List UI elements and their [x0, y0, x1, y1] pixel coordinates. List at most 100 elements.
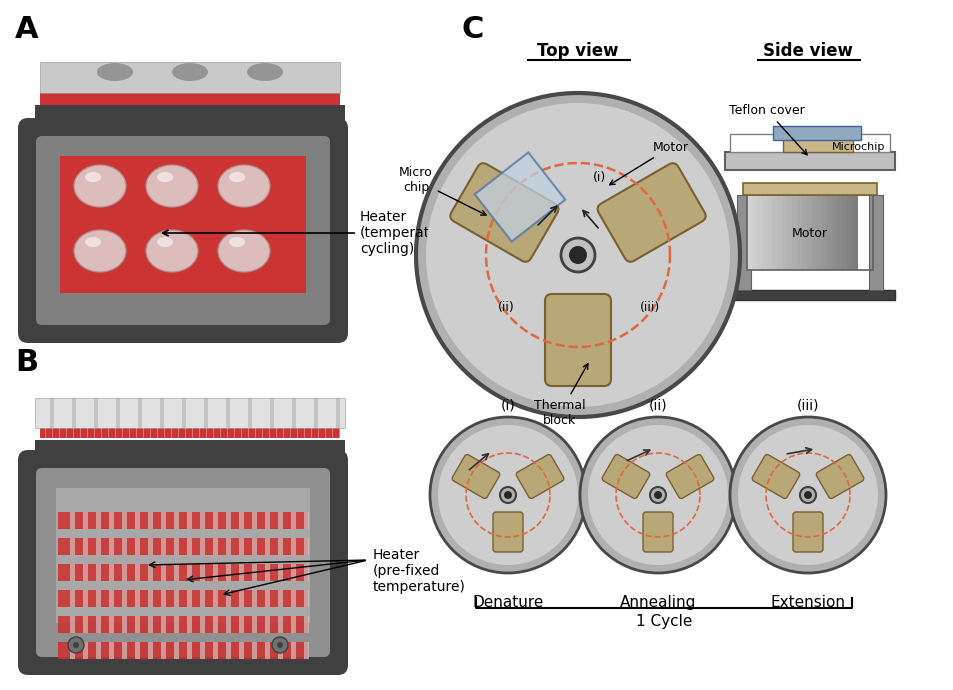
Bar: [291, 512, 295, 529]
Circle shape: [68, 637, 84, 653]
Bar: [846, 195, 852, 270]
Bar: [173, 590, 179, 607]
FancyBboxPatch shape: [597, 163, 705, 262]
Bar: [122, 642, 127, 659]
Text: (ii): (ii): [648, 398, 666, 412]
Bar: [806, 195, 812, 270]
Text: (i): (i): [500, 398, 515, 412]
FancyBboxPatch shape: [18, 450, 348, 675]
Circle shape: [587, 425, 727, 565]
Text: Side view: Side view: [762, 42, 852, 60]
Bar: [96, 642, 101, 659]
Text: 1 Cycle: 1 Cycle: [635, 614, 692, 629]
Bar: [35, 440, 345, 460]
Bar: [277, 512, 283, 529]
Bar: [138, 398, 142, 428]
Circle shape: [416, 93, 740, 417]
Bar: [148, 564, 152, 581]
Bar: [277, 564, 283, 581]
Bar: [226, 398, 230, 428]
Bar: [56, 488, 310, 623]
Bar: [213, 590, 218, 607]
Bar: [96, 538, 101, 555]
Bar: [161, 538, 166, 555]
Bar: [252, 642, 256, 659]
Bar: [58, 590, 308, 607]
FancyBboxPatch shape: [816, 455, 863, 499]
Bar: [161, 642, 166, 659]
Bar: [58, 538, 308, 555]
Circle shape: [272, 637, 288, 653]
Bar: [122, 512, 127, 529]
Bar: [239, 642, 244, 659]
Bar: [781, 195, 787, 270]
Bar: [746, 195, 752, 270]
FancyBboxPatch shape: [516, 455, 563, 499]
Bar: [200, 564, 205, 581]
FancyBboxPatch shape: [18, 118, 348, 343]
Bar: [122, 538, 127, 555]
Text: B: B: [15, 348, 38, 377]
Bar: [239, 538, 244, 555]
Bar: [204, 398, 208, 428]
Bar: [265, 564, 270, 581]
Bar: [335, 398, 339, 428]
Circle shape: [426, 103, 729, 407]
Ellipse shape: [97, 63, 132, 81]
Bar: [291, 616, 295, 633]
Ellipse shape: [218, 230, 270, 272]
Bar: [851, 195, 857, 270]
Bar: [239, 590, 244, 607]
Circle shape: [560, 238, 595, 272]
Bar: [304, 616, 309, 633]
Text: Heater
(temperature
cycling): Heater (temperature cycling): [162, 210, 453, 256]
Text: (ii): (ii): [497, 301, 514, 313]
Bar: [277, 616, 283, 633]
Text: Teflon cover: Teflon cover: [728, 104, 806, 155]
Bar: [161, 590, 166, 607]
Bar: [811, 195, 817, 270]
Bar: [109, 616, 113, 633]
Bar: [304, 512, 309, 529]
Bar: [226, 590, 231, 607]
Bar: [291, 590, 295, 607]
Bar: [161, 512, 166, 529]
Bar: [841, 195, 847, 270]
Bar: [761, 195, 767, 270]
Ellipse shape: [157, 172, 172, 182]
Circle shape: [729, 417, 885, 573]
Circle shape: [499, 487, 516, 503]
Bar: [291, 642, 295, 659]
Text: Motor: Motor: [791, 226, 827, 239]
Ellipse shape: [229, 237, 245, 247]
FancyBboxPatch shape: [36, 136, 330, 325]
Bar: [772, 126, 861, 140]
Ellipse shape: [85, 237, 101, 247]
Bar: [757, 195, 762, 270]
Circle shape: [437, 425, 578, 565]
Bar: [776, 195, 782, 270]
FancyBboxPatch shape: [36, 468, 330, 657]
Text: C: C: [461, 15, 484, 44]
Bar: [83, 538, 88, 555]
Bar: [109, 590, 113, 607]
Bar: [70, 616, 75, 633]
Bar: [737, 195, 750, 290]
Bar: [109, 564, 113, 581]
Bar: [109, 512, 113, 529]
Bar: [265, 642, 270, 659]
Text: Heater
(pre-fixed
temperature): Heater (pre-fixed temperature): [373, 548, 465, 594]
Bar: [239, 616, 244, 633]
FancyBboxPatch shape: [665, 455, 713, 499]
Bar: [226, 642, 231, 659]
Bar: [270, 398, 274, 428]
Bar: [83, 616, 88, 633]
Bar: [109, 538, 113, 555]
Text: (i): (i): [593, 170, 606, 184]
Bar: [801, 195, 807, 270]
Bar: [173, 564, 179, 581]
Text: (iii): (iii): [639, 301, 659, 313]
Bar: [200, 512, 205, 529]
Bar: [836, 195, 842, 270]
FancyBboxPatch shape: [60, 156, 306, 293]
